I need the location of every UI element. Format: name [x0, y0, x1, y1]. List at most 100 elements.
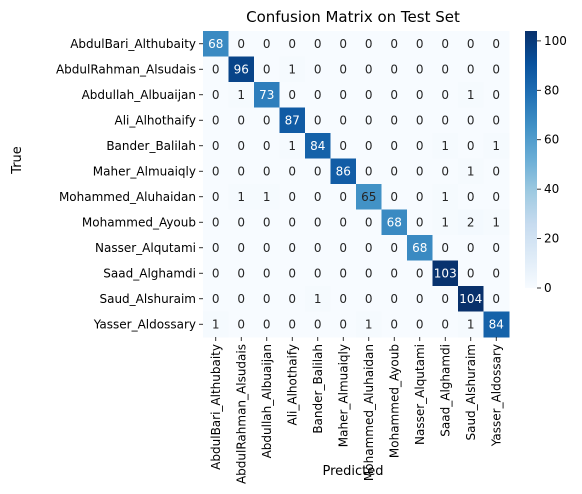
heatmap-cell	[305, 82, 331, 108]
colorbar-tick-label: 20	[544, 232, 559, 246]
heatmap-cell	[228, 133, 255, 159]
col-tick-label: Bander_Balilah	[311, 344, 325, 434]
cell-value-label: 0	[416, 317, 424, 331]
col-tick-label: Nasser_Alqutami	[413, 344, 427, 445]
heatmap-cell	[228, 235, 255, 261]
heatmap-cell	[279, 56, 306, 83]
cell-value-label: 0	[492, 37, 500, 51]
cell-value-label: 104	[459, 292, 482, 306]
heatmap-cell	[203, 107, 229, 134]
cell-value-label: 1	[237, 190, 245, 204]
cell-value-label: 0	[237, 164, 245, 178]
heatmap-cell	[228, 31, 255, 57]
cell-value-label: 84	[310, 139, 325, 153]
heatmap-cell	[305, 184, 331, 210]
cell-value-label: 0	[339, 215, 347, 229]
heatmap-cell	[254, 235, 280, 261]
heatmap-cell	[356, 133, 382, 159]
heatmap-cell	[483, 56, 510, 83]
cell-value-label: 0	[416, 88, 424, 102]
heatmap-cell	[279, 311, 306, 338]
cell-value-label: 0	[288, 88, 296, 102]
heatmap-cell	[356, 107, 382, 134]
heatmap-cell	[407, 56, 433, 83]
heatmap-cell	[203, 184, 229, 210]
cell-value-label: 87	[285, 113, 300, 127]
heatmap-cell	[458, 56, 484, 83]
heatmap-cell	[254, 133, 280, 159]
col-tick-label: AbdulBari_Althubaity	[209, 344, 223, 470]
cell-value-label: 0	[365, 113, 373, 127]
row-tick-label: Saud_Alshuraim	[99, 292, 196, 306]
cell-value-label: 0	[212, 266, 220, 280]
heatmap-cell	[407, 286, 433, 312]
cell-value-label: 0	[212, 292, 220, 306]
cell-value-label: 0	[441, 37, 449, 51]
heatmap-cell	[432, 209, 459, 236]
cell-value-label: 0	[390, 139, 398, 153]
cell-value-label: 0	[263, 164, 271, 178]
cell-value-label: 0	[263, 215, 271, 229]
cell-value-label: 0	[339, 37, 347, 51]
heatmap-cell	[356, 56, 382, 83]
cell-value-label: 1	[441, 190, 449, 204]
cell-value-label: 1	[365, 317, 373, 331]
cell-value-label: 0	[416, 113, 424, 127]
heatmap-cell	[407, 82, 433, 108]
heatmap-cell	[483, 82, 510, 108]
heatmap-cell	[381, 56, 408, 83]
cell-value-label: 0	[288, 317, 296, 331]
cell-value-label: 0	[263, 139, 271, 153]
cell-value-label: 0	[288, 241, 296, 255]
colorbar-tick-label: 40	[544, 182, 559, 196]
colorbar-gradient	[525, 31, 537, 288]
cell-value-label: 0	[441, 292, 449, 306]
cell-value-label: 0	[288, 292, 296, 306]
cell-value-label: 0	[416, 292, 424, 306]
cell-value-label: 0	[339, 241, 347, 255]
heatmap-cell	[407, 107, 433, 134]
col-tick-label: Maher_Almuaiqly	[336, 344, 350, 447]
heatmap-cell	[381, 209, 408, 236]
heatmap-cell	[458, 82, 484, 108]
cell-value-label: 0	[390, 37, 398, 51]
cell-value-label: 0	[441, 113, 449, 127]
cell-value-label: 0	[288, 266, 296, 280]
cell-value-label: 0	[314, 62, 322, 76]
heatmap-cell	[330, 311, 357, 338]
col-tick-label: Saud_Alshuraim	[464, 344, 478, 441]
cell-value-label: 0	[339, 62, 347, 76]
heatmap-cell	[228, 311, 255, 338]
cell-value-label: 0	[339, 292, 347, 306]
heatmap-cell	[254, 56, 280, 83]
col-tick-label: Mohammed_Aluhaidan	[362, 344, 376, 481]
heatmap-cell	[228, 82, 255, 108]
cell-value-label: 0	[390, 113, 398, 127]
heatmap-cell	[432, 260, 459, 287]
heatmap-cell	[458, 184, 484, 210]
cell-value-label: 0	[288, 190, 296, 204]
heatmap-cell	[305, 209, 331, 236]
row-tick-label: AbdulRahman_Alsudais	[56, 62, 196, 76]
heatmap-cell	[203, 235, 229, 261]
heatmap-cell	[279, 235, 306, 261]
cell-value-label: 0	[212, 113, 220, 127]
col-tick-label: AbdulRahman_Alsudais	[234, 344, 248, 484]
cell-value-label: 0	[339, 88, 347, 102]
cell-value-label: 0	[339, 113, 347, 127]
cell-value-label: 1	[467, 317, 475, 331]
cell-value-label: 0	[390, 164, 398, 178]
heatmap-cell	[228, 158, 255, 185]
heatmap-cell	[330, 286, 357, 312]
cell-value-label: 103	[434, 266, 457, 280]
heatmap-cell	[254, 31, 280, 57]
heatmap-cell	[381, 133, 408, 159]
cell-value-label: 0	[467, 62, 475, 76]
cell-value-label: 0	[390, 88, 398, 102]
cell-value-label: 96	[234, 62, 249, 76]
heatmap-cell	[305, 107, 331, 134]
heatmap-cell	[203, 286, 229, 312]
heatmap-cell	[381, 311, 408, 338]
heatmap-cell	[407, 209, 433, 236]
heatmap-cell	[330, 82, 357, 108]
